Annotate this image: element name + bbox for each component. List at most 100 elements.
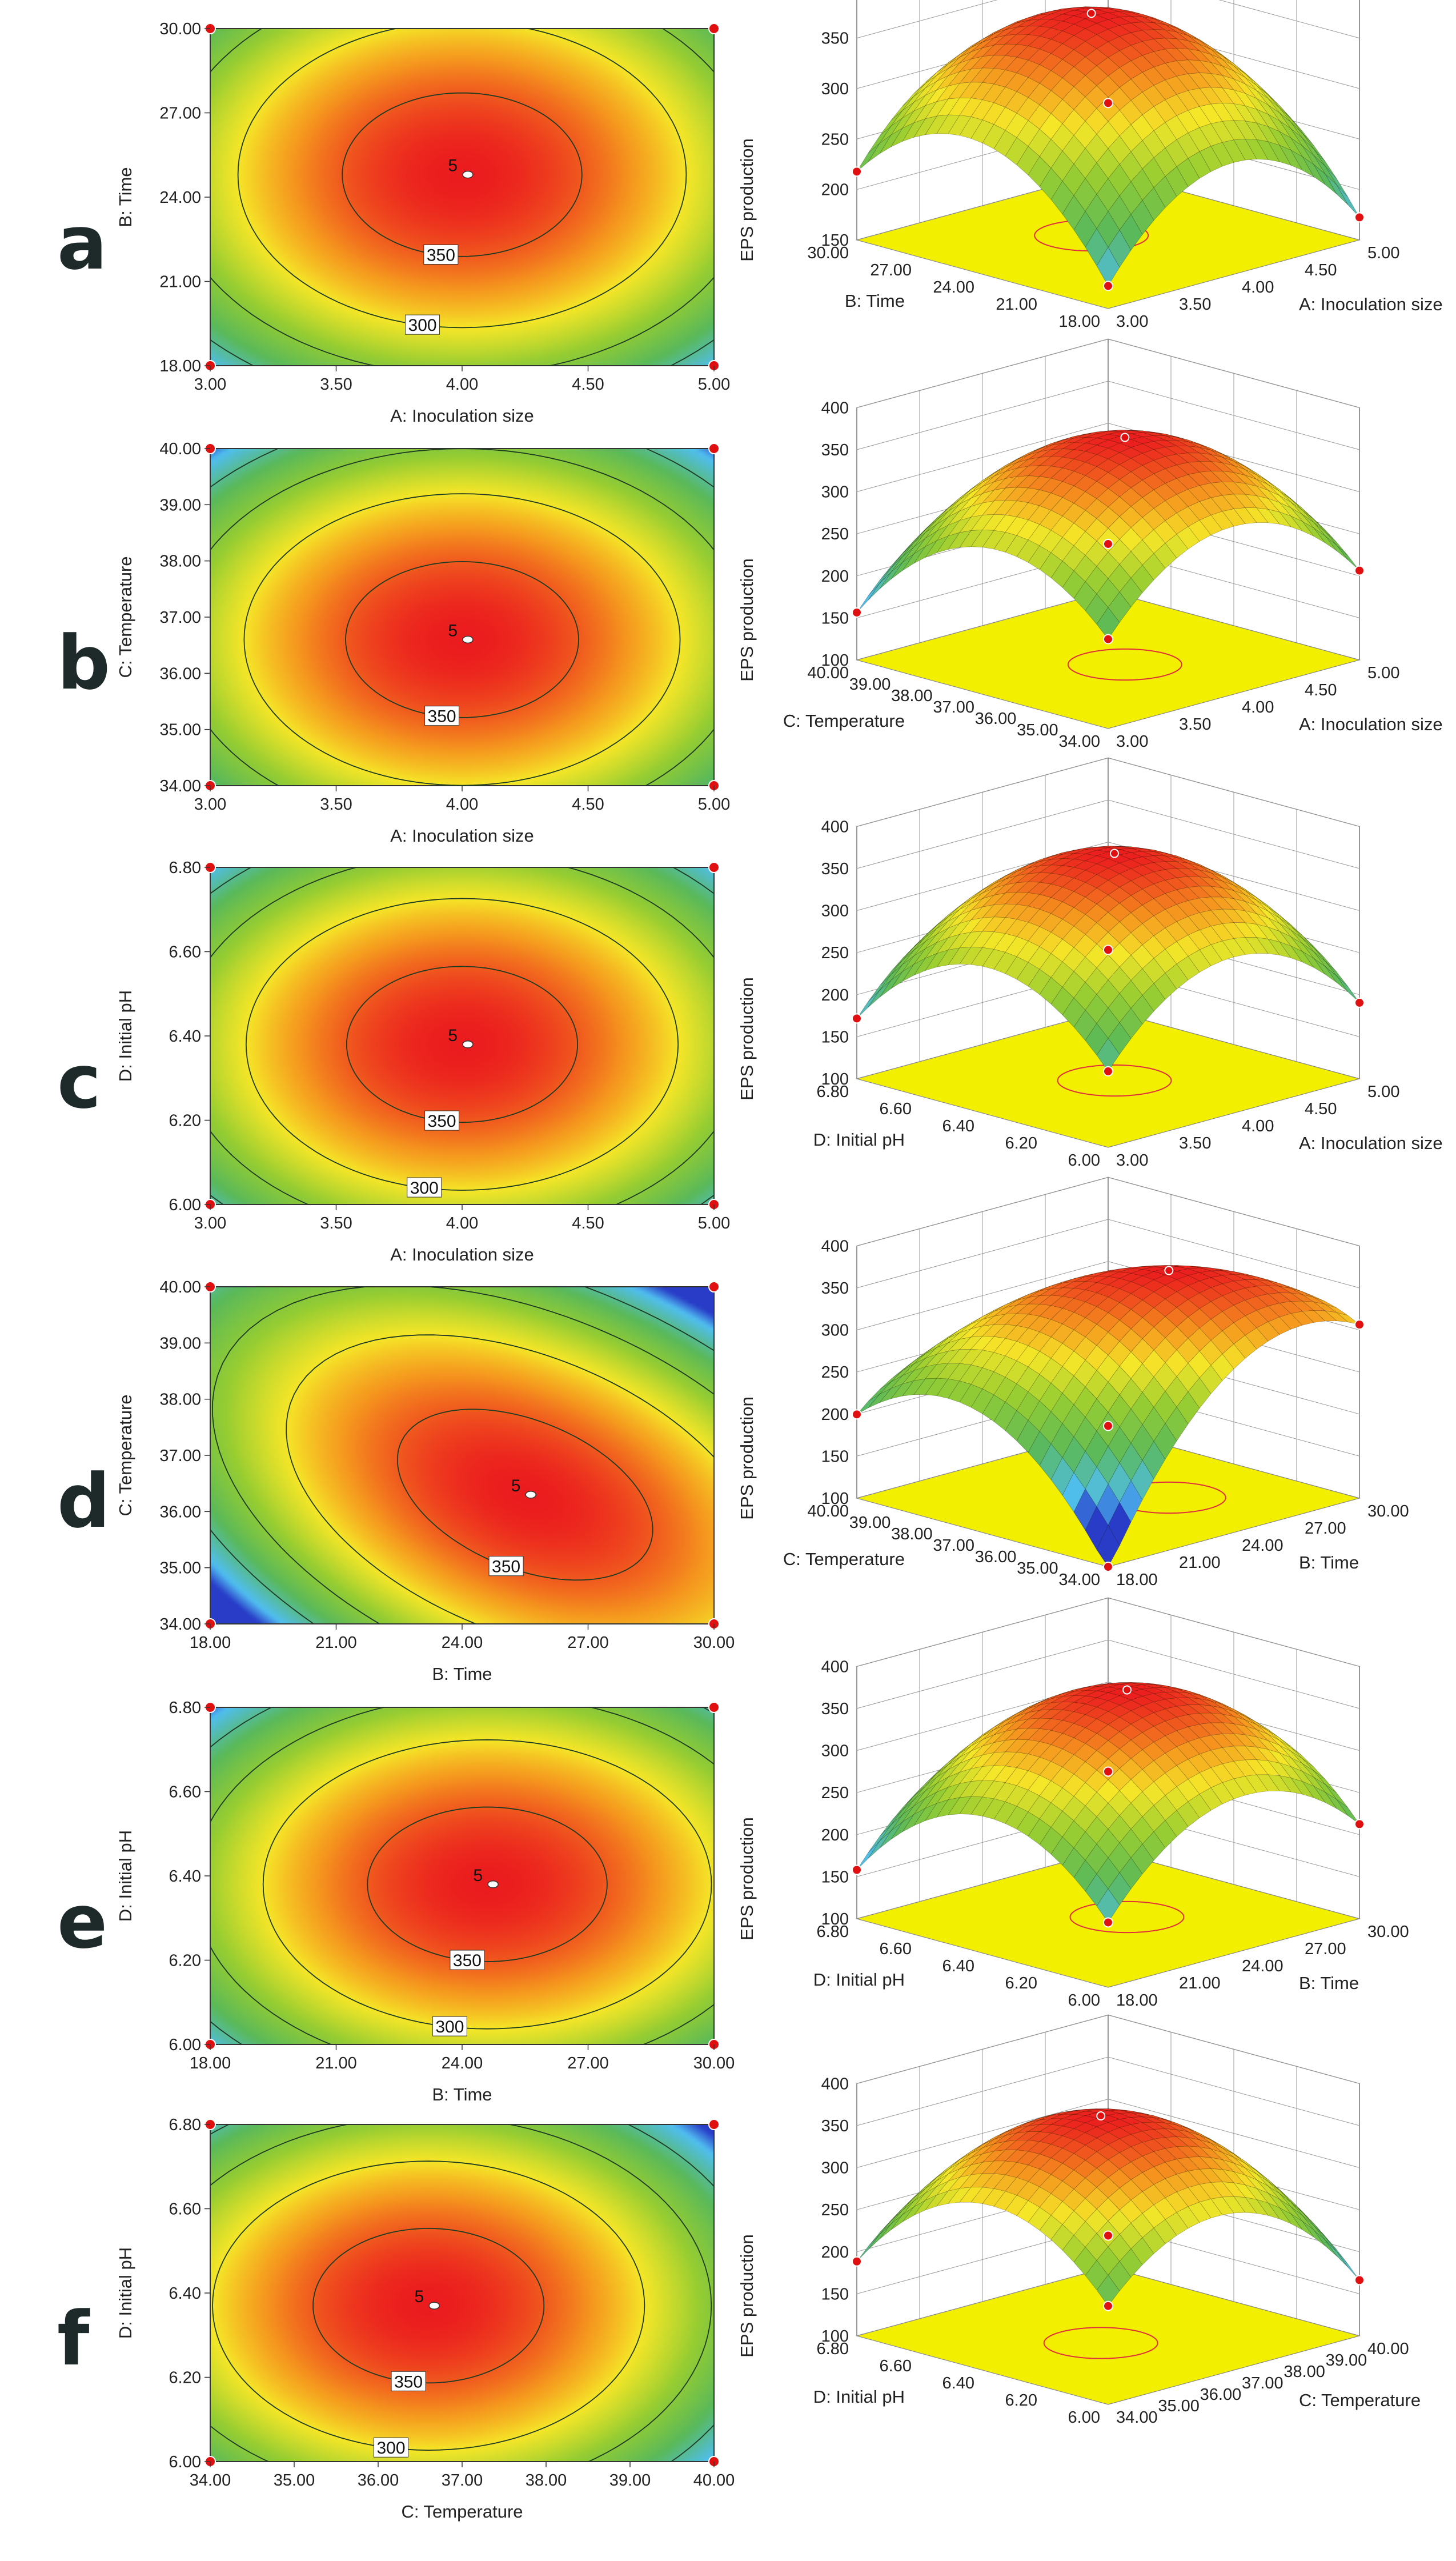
surface-cell [1233, 2182, 1257, 2200]
surface-y-axis-label: C: Temperature [783, 711, 905, 731]
surface-cell [1050, 865, 1074, 875]
surface-cell [1268, 938, 1291, 958]
surface-cell [1313, 1786, 1337, 1809]
panel-c: c 300 350 5 3.00 3.50 4.00 4.50 5.00 6.00 6.20 6.40… [57, 757, 1443, 1265]
surface-cell [948, 1796, 972, 1815]
z-gridline [856, 1219, 1360, 1288]
surface-cell [1268, 1316, 1291, 1335]
surface-cell [1188, 485, 1212, 502]
surface-design-point [852, 1013, 862, 1024]
surface-center-point [1086, 9, 1096, 18]
surface-x-tick-label: 5.00 [1367, 1083, 1399, 1101]
surface-cell [1028, 1431, 1052, 1466]
z-tick-label: 300 [821, 483, 849, 502]
surface-y-axis-label: D: Initial pH [813, 1970, 905, 1990]
surface-cell [1233, 138, 1257, 161]
surface-cell [1119, 1408, 1143, 1443]
surface-cell [1188, 2128, 1212, 2140]
center-point-count: 5 [448, 1026, 458, 1045]
surface-cell [902, 2200, 926, 2222]
x-tick-label: 30.00 [693, 2054, 735, 2072]
surface-y-tick-label: 6.20 [1005, 1974, 1037, 1992]
z-tick-label: 200 [821, 1826, 849, 1844]
contour-label: 300 [435, 2018, 464, 2036]
surface-cell [1165, 1691, 1189, 1698]
x-tick-label: 27.00 [567, 2054, 609, 2072]
surface-cell [1050, 858, 1075, 866]
surface-cell [1130, 1696, 1154, 1706]
surface-cell [1199, 2139, 1223, 2153]
surface-plot: 100 150 200 250 300 350 400 EPS production 18.00… [737, 1177, 1409, 1589]
z-tick-label: 250 [821, 944, 849, 962]
design-point [708, 1702, 720, 1713]
z-gridline [856, 1177, 1360, 1246]
center-point-count: 5 [511, 1476, 521, 1495]
y-axis-label: C: Temperature [115, 1394, 135, 1516]
surface-cell [1222, 881, 1246, 895]
surface-cell [1313, 527, 1337, 551]
contour-fill [210, 1707, 714, 2044]
contour-line-350 [396, 1408, 653, 1581]
surface-cell [1233, 1315, 1257, 1336]
surface-cell [1153, 1274, 1177, 1286]
z-tick-label: 150 [821, 609, 849, 627]
surface-plot: 100 150 200 250 300 350 400 EPS production 3.00 3… [737, 338, 1443, 751]
surface-cell [1062, 1298, 1086, 1312]
surface-cell [1279, 1313, 1303, 1330]
surface-x-tick-label: 30.00 [1367, 1923, 1409, 1941]
surface-cell [1062, 1687, 1086, 1694]
surface-cell [1210, 1722, 1234, 1734]
surface-cell [1210, 2182, 1234, 2198]
surface-cell [1176, 110, 1200, 133]
surface-cell [1290, 1778, 1314, 1798]
surface-cell [1210, 1295, 1234, 1312]
surface-cell [1039, 1319, 1063, 1338]
design-point [708, 443, 720, 454]
surface-y-tick-label: 34.00 [1058, 1571, 1100, 1589]
surface-y-tick-label: 27.00 [870, 261, 912, 279]
surface-plot: 100 150 200 250 300 350 400 EPS production 18.00… [737, 1597, 1409, 2010]
surface-cell [1176, 2187, 1200, 2207]
y-tick-label: 6.40 [169, 1027, 201, 1046]
surface-cell [1176, 1363, 1200, 1392]
surface-cell [1016, 1295, 1040, 1306]
surface-cell [1188, 1351, 1212, 1378]
surface-cell [1085, 846, 1109, 849]
surface-design-point [852, 2256, 862, 2267]
surface-cell [1210, 941, 1234, 961]
surface-x-tick-label: 24.00 [1242, 1536, 1283, 1555]
x-tick-label: 24.00 [442, 1634, 483, 1652]
contour-line-250 [210, 2124, 712, 2462]
contour-label: 350 [394, 2372, 423, 2391]
surface-cell [1142, 1271, 1166, 1280]
x-tick-label: 3.00 [194, 375, 226, 394]
surface-cell [1199, 1301, 1223, 1320]
surface-x-tick-label: 5.00 [1367, 244, 1399, 262]
surface-cell [1176, 90, 1200, 111]
surface-cell [1245, 1327, 1269, 1350]
x-tick-label: 5.00 [698, 1214, 730, 1233]
floor-contour [1067, 648, 1182, 681]
x-tick-label: 3.00 [194, 795, 226, 814]
surface-cell [1279, 2193, 1303, 2216]
surface-cell [1199, 515, 1223, 535]
surface-cell [925, 1764, 949, 1787]
surface-mesh [856, 846, 1360, 1072]
contour-line-250 [210, 29, 714, 366]
surface-cell [1016, 1811, 1040, 1837]
x-tick-label: 38.00 [526, 2471, 567, 2490]
y-axis-label: D: Initial pH [115, 990, 135, 1082]
surface-y-tick-label: 38.00 [891, 687, 933, 705]
surface-cell [1199, 1340, 1223, 1366]
z-tick-label: 150 [821, 231, 849, 250]
surface-cell [1005, 1297, 1029, 1308]
surface-cell [1325, 966, 1349, 993]
surface-y-tick-label: 6.60 [880, 1100, 912, 1118]
surface-cell [1153, 1687, 1177, 1692]
surface-center-point [1120, 433, 1130, 442]
surface-cell [1210, 121, 1234, 143]
contour-line-300 [212, 2160, 645, 2451]
surface-cell [1119, 2124, 1143, 2135]
surface-cell [1199, 864, 1223, 876]
